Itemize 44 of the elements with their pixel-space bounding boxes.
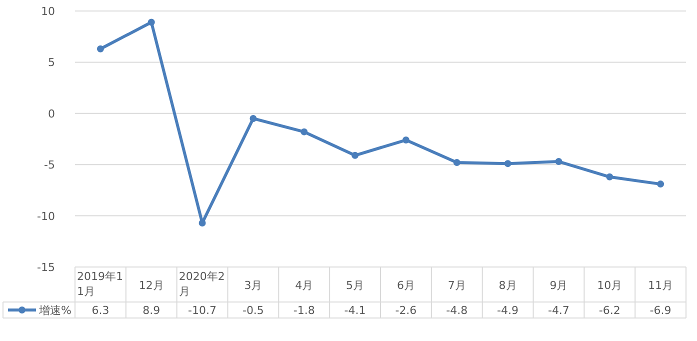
point — [606, 173, 614, 180]
data-label: -4.9 — [497, 304, 519, 317]
x-tick-label: 2019年11月 — [77, 270, 123, 298]
point — [198, 219, 206, 226]
data-label: 6.3 — [92, 304, 110, 317]
data-label: -6.2 — [598, 304, 620, 317]
x-tick-label: 2020年2月 — [178, 270, 225, 298]
x-tick-label: 4月 — [295, 279, 314, 292]
x-tick-label: 8月 — [498, 279, 517, 292]
data-label: 8.9 — [142, 304, 160, 317]
y-tick-label: 0 — [48, 107, 55, 120]
data-label: -4.7 — [548, 304, 570, 317]
data-label: -4.8 — [446, 304, 468, 317]
point — [402, 136, 410, 144]
x-tick-label: 10月 — [597, 279, 622, 292]
x-tick-label: 6月 — [396, 279, 415, 292]
point — [657, 180, 664, 188]
y-tick-label: 5 — [48, 56, 55, 70]
data-label: -0.5 — [242, 304, 264, 317]
y-tick-label: -5 — [44, 158, 55, 172]
x-tick-label: 11月 — [648, 279, 674, 292]
y-tick-label: -10 — [37, 210, 55, 223]
data-label: -2.6 — [395, 304, 417, 317]
point — [300, 128, 308, 136]
data-label: -1.8 — [293, 304, 315, 317]
x-tick-label: 9月 — [550, 279, 568, 292]
y-tick-label: -15 — [37, 261, 55, 274]
point — [96, 45, 104, 52]
data-label: -6.9 — [650, 304, 672, 317]
point — [352, 152, 359, 159]
legend: 增速% — [8, 304, 72, 317]
x-tick-label: 5月 — [346, 279, 364, 292]
data-label: -4.1 — [344, 304, 366, 317]
point — [148, 18, 155, 26]
point — [555, 158, 562, 166]
point — [504, 160, 512, 168]
x-tick-label: 3月 — [244, 279, 262, 292]
point — [250, 115, 257, 122]
point — [453, 159, 460, 166]
x-tick-label: 7月 — [448, 279, 466, 292]
data-label: -10.7 — [188, 304, 217, 317]
y-tick-label: 10 — [41, 5, 55, 18]
legend-label: 增速% — [38, 304, 72, 317]
x-tick-label: 12月 — [138, 279, 164, 292]
